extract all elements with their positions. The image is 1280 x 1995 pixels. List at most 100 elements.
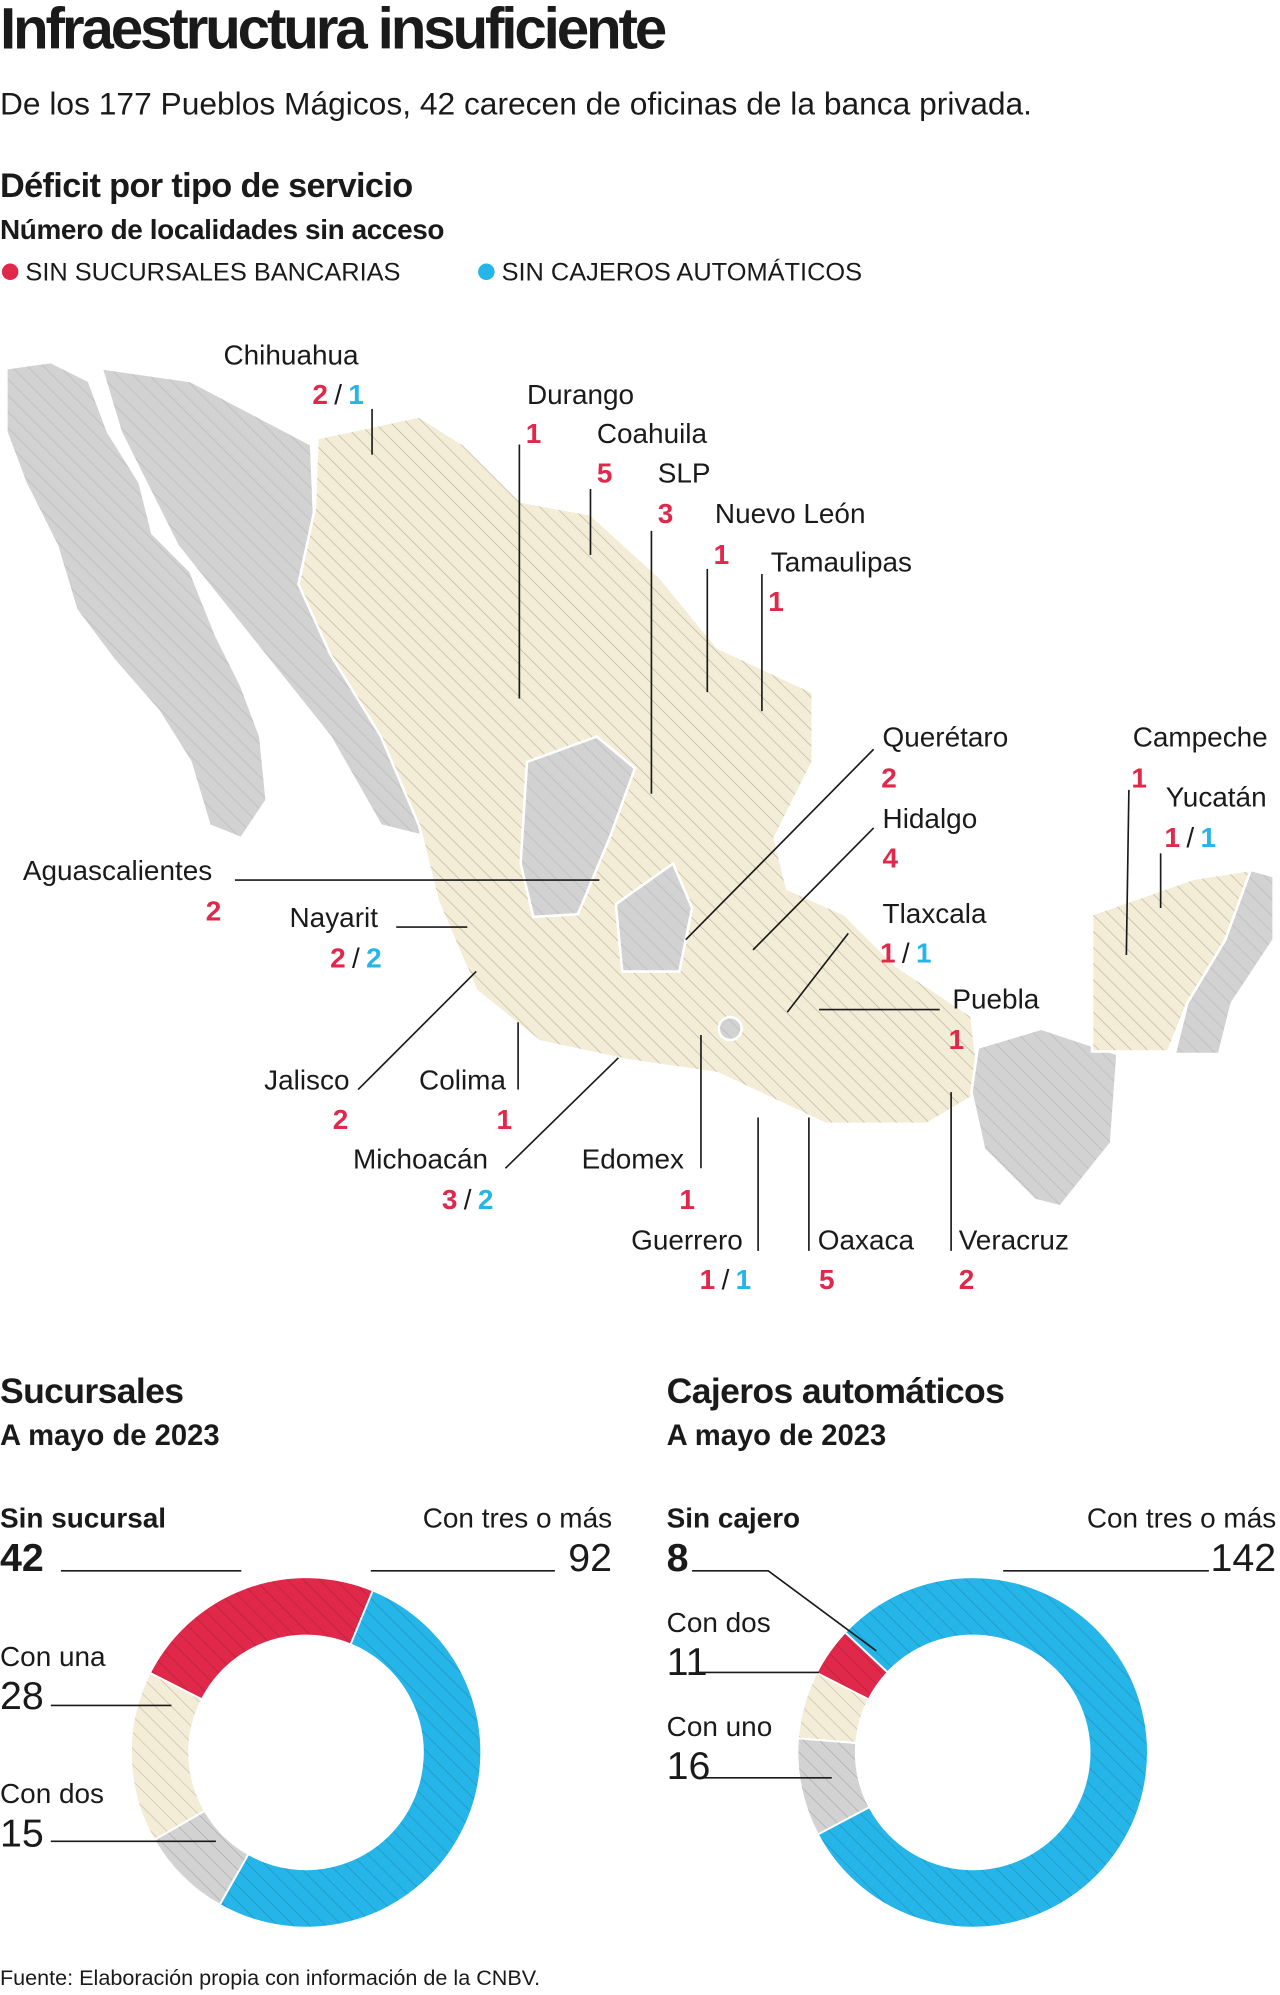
value-sucursales: 5: [819, 1264, 835, 1295]
legend-dot: [1, 263, 19, 281]
value-sucursales: 1: [949, 1024, 965, 1055]
value-sucursales: 1: [1164, 822, 1180, 853]
state-values: 2: [959, 1264, 975, 1295]
state-name: Aguascalientes: [23, 855, 212, 886]
value-cajeros: 2: [478, 1184, 494, 1215]
map-region: [717, 1015, 743, 1042]
state-name: Guerrero: [631, 1225, 743, 1256]
state-values: 1/1: [880, 938, 932, 969]
map-region: [5, 360, 268, 840]
map-subtitle: Número de localidades sin acceso: [0, 214, 444, 245]
state-values: 1/1: [700, 1264, 752, 1295]
state-name: Durango: [527, 379, 634, 410]
value-sucursales: 1: [768, 586, 784, 617]
value-cajeros: 1: [736, 1264, 752, 1295]
value-sucursales: 2: [206, 896, 222, 927]
state-name: Puebla: [952, 983, 1039, 1014]
value-sucursales: 2: [959, 1264, 975, 1295]
value-sucursales: 3: [442, 1184, 458, 1215]
leader-line: [752, 827, 875, 951]
chart-title: Sucursales: [0, 1371, 183, 1411]
value-label: 8: [667, 1536, 689, 1580]
state-name: Michoacán: [353, 1143, 488, 1174]
separator: /: [1186, 822, 1194, 853]
value-label: 15: [0, 1811, 44, 1855]
leader-line: [1125, 789, 1130, 955]
value-sucursales: 4: [883, 842, 899, 873]
state-name: Edomex: [582, 1143, 684, 1174]
state-name: Nuevo León: [715, 498, 866, 529]
leader-line: [504, 1057, 619, 1169]
state-values: 5: [597, 458, 613, 489]
map-region: [1172, 868, 1275, 1056]
value-label: 142: [1211, 1536, 1277, 1580]
state-name: Veracruz: [959, 1225, 1069, 1256]
state-values: 1: [1131, 762, 1147, 793]
value-sucursales: 5: [597, 458, 613, 489]
legend-dot: [478, 263, 495, 281]
state-name: Colima: [419, 1065, 506, 1096]
state-name: Chihuahua: [223, 339, 359, 370]
state-values: 1: [526, 418, 542, 449]
state-values: 3: [658, 498, 674, 529]
chart-subtitle: A mayo de 2023: [667, 1420, 887, 1452]
value-sucursales: 1: [1131, 762, 1147, 793]
title: Infraestructura insuficiente: [0, 0, 666, 61]
value-sucursales: 1: [700, 1264, 716, 1295]
donut-slice: [816, 1576, 1149, 1929]
value-sucursales: 2: [312, 379, 328, 410]
state-name: Yucatán: [1166, 781, 1267, 812]
state-values: 2: [333, 1104, 349, 1135]
donut-slice: [797, 1671, 870, 1745]
value-sucursales: 3: [658, 498, 674, 529]
value-label: 11: [667, 1640, 708, 1684]
category-label: Con dos: [0, 1778, 104, 1809]
state-values: 3/2: [442, 1184, 494, 1215]
state-values: 2/2: [330, 943, 382, 974]
legend-label: SIN CAJEROS AUTOMÁTICOS: [502, 258, 862, 287]
state-name: Querétaro: [883, 722, 1009, 753]
state-values: 1: [768, 586, 784, 617]
source: Fuente: Elaboración propia con informaci…: [0, 1965, 540, 1990]
state-values: 1: [497, 1104, 513, 1135]
category-label: Con uno: [667, 1711, 773, 1742]
category-label: Con tres o más: [1087, 1503, 1276, 1534]
separator: /: [902, 938, 910, 969]
separator: /: [722, 1264, 730, 1295]
state-name: Coahuila: [597, 418, 708, 449]
map-region: [99, 366, 434, 840]
state-values: 2: [206, 896, 222, 927]
state-values: 1: [949, 1024, 965, 1055]
map-region: [519, 735, 637, 919]
value-sucursales: 2: [330, 943, 346, 974]
value-cajeros: 1: [916, 938, 932, 969]
value-label: 92: [568, 1536, 612, 1580]
donut-slice: [218, 1589, 483, 1929]
leader-line: [692, 1570, 877, 1652]
map: [5, 360, 1275, 1208]
leader-line: [685, 748, 875, 941]
value-sucursales: 1: [526, 418, 542, 449]
donut-slice: [129, 1671, 207, 1842]
value-sucursales: 1: [679, 1184, 695, 1215]
separator: /: [352, 943, 360, 974]
category-label: Sin cajero: [667, 1503, 800, 1534]
value-sucursales: 2: [333, 1104, 349, 1135]
state-values: 1/1: [1164, 822, 1216, 853]
legend-label: SIN SUCURSALES BANCARIAS: [25, 259, 400, 287]
separator: /: [464, 1184, 472, 1215]
value-sucursales: 1: [497, 1104, 513, 1135]
subtitle: De los 177 Pueblos Mágicos, 42 carecen d…: [0, 85, 1032, 121]
state-values: 2: [881, 762, 897, 793]
map-region: [297, 415, 982, 1126]
value-cajeros: 1: [348, 379, 364, 410]
value-cajeros: 1: [1200, 822, 1216, 853]
state-name: SLP: [658, 458, 711, 489]
state-values: 5: [819, 1264, 835, 1295]
state-name: Tamaulipas: [771, 546, 912, 577]
value-sucursales: 1: [714, 539, 730, 570]
state-name: Tlaxcala: [883, 898, 987, 929]
